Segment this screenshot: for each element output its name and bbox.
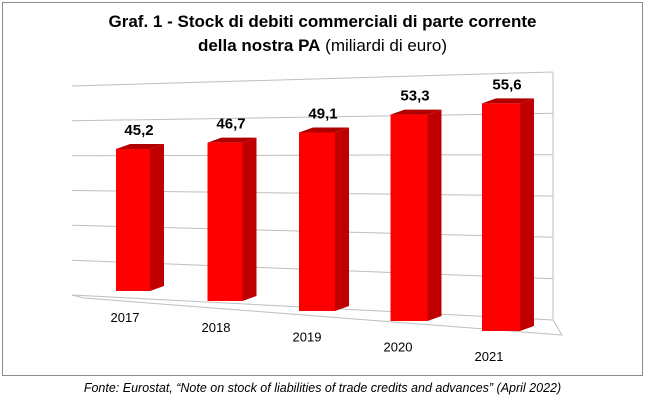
bar-front [390,114,428,322]
bar-2017 [116,143,164,291]
data-labels: 45,2 46,7 49,1 53,3 55,6 [124,76,521,139]
bar-2018 [207,137,257,301]
bar-front [207,142,243,301]
data-label-2020: 53,3 [400,88,429,105]
x-tick-2017: 2017 [111,310,140,325]
bar-top [299,127,349,133]
bar-front [116,148,150,291]
x-tick-2018: 2018 [202,320,231,335]
source-note: Fonte: Eurostat, “Note on stock of liabi… [83,381,562,395]
bar-front [482,103,520,331]
bar-2021 [482,98,534,331]
bar-2020 [390,109,442,322]
bar-side [242,137,257,301]
bar-2019 [299,127,349,311]
bar-side [150,143,164,291]
x-axis-ticks: 2017 2018 2019 2020 2021 [111,310,504,364]
data-label-2018: 46,7 [216,116,245,133]
bar-top [207,137,257,143]
data-label-2017: 45,2 [124,122,153,139]
title-line-2-normal: (miliardi di euro) [320,36,448,55]
bar-side [335,127,349,311]
bar-top [482,98,534,104]
x-tick-2019: 2019 [293,330,322,345]
bar-side [520,98,534,331]
grid-line [71,71,554,87]
data-label-2019: 49,1 [308,105,337,122]
title-line-2: della nostra PA (miliardi di euro) [0,34,645,58]
floor-edge [71,294,563,336]
bar-chart: 45,2 46,7 49,1 53,3 55,6 2017 2018 2019 2020 202… [71,71,563,364]
title-line-1: Graf. 1 - Stock di debiti commerciali di… [108,12,537,31]
data-label-2021: 55,6 [492,76,521,93]
bar-top [390,109,442,115]
chart-title: Graf. 1 - Stock di debiti commerciali di… [0,10,645,58]
bars [116,98,534,331]
bar-top [116,143,164,149]
bar-side [427,109,442,322]
grid-line [71,112,554,122]
bar-front [299,132,335,311]
x-tick-2020: 2020 [384,339,413,354]
title-line-2-bold: della nostra PA [197,36,321,55]
x-tick-2021: 2021 [475,349,504,364]
